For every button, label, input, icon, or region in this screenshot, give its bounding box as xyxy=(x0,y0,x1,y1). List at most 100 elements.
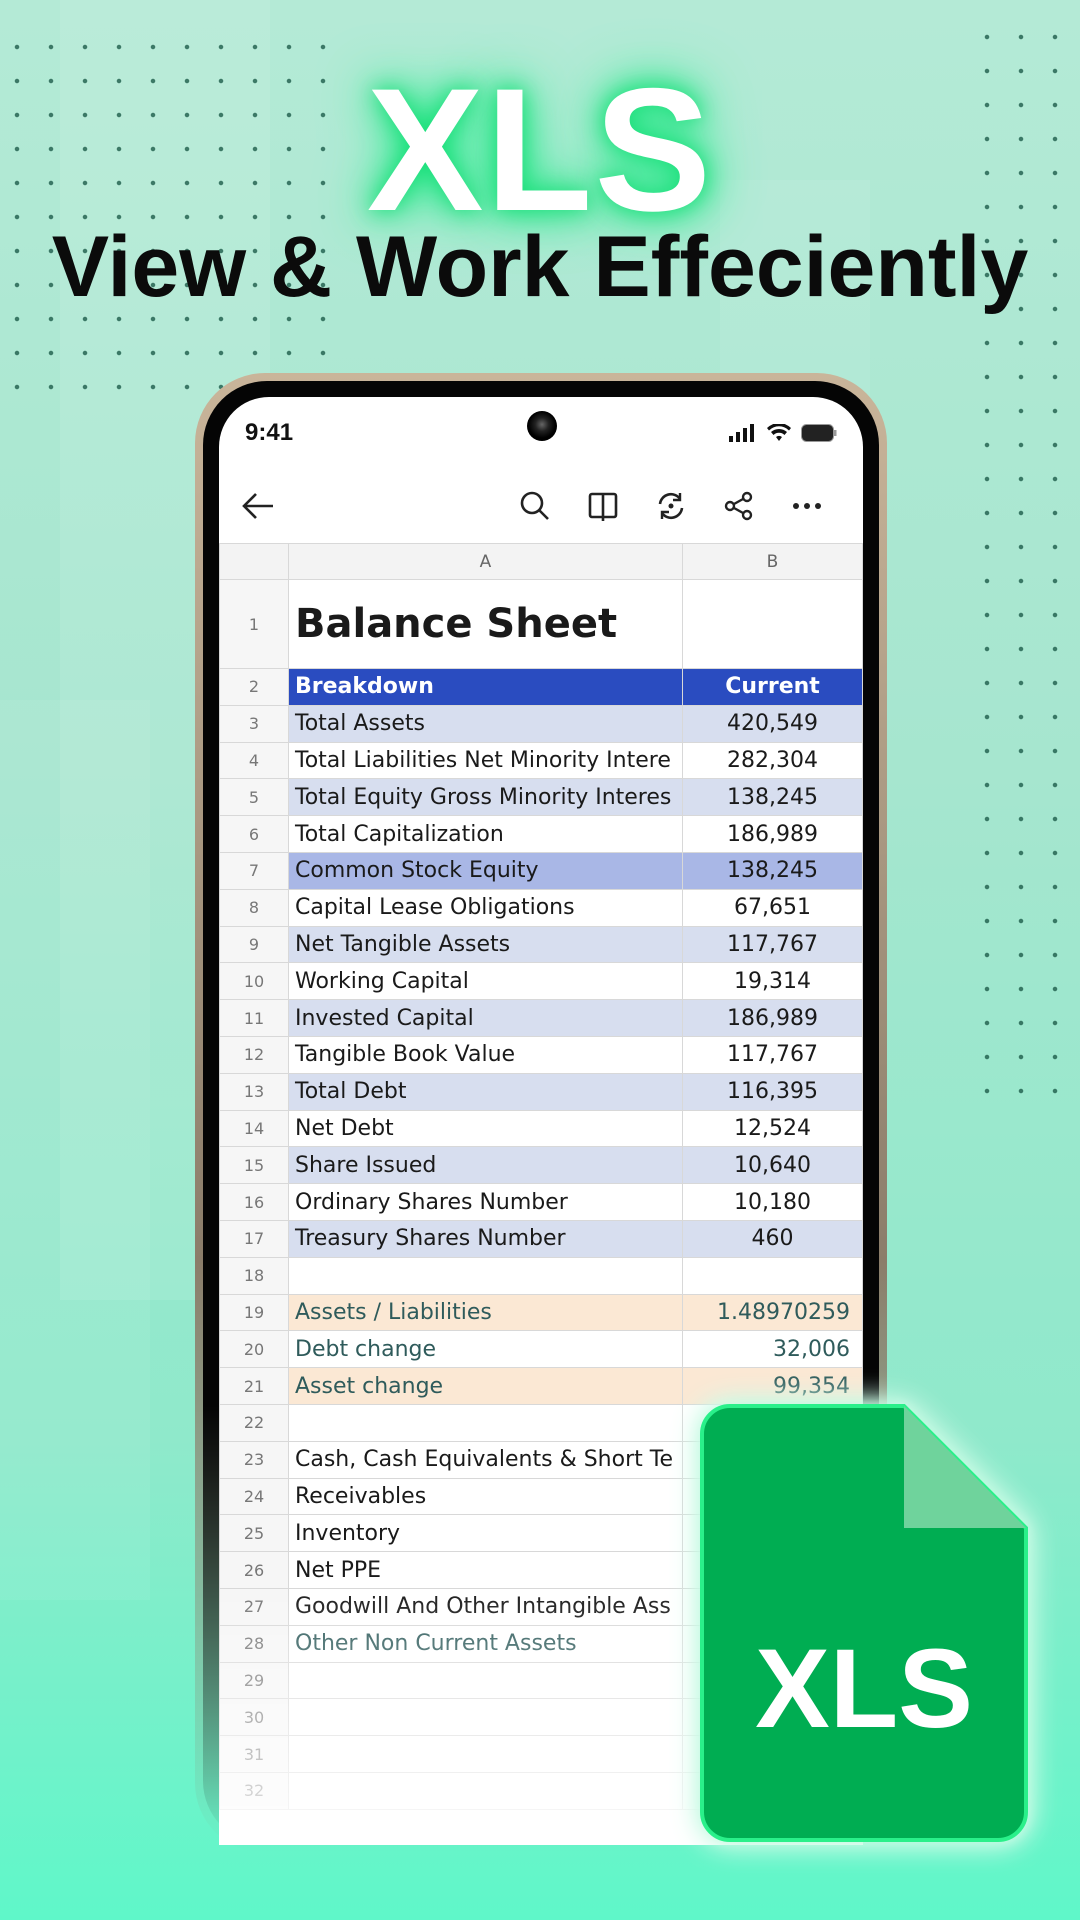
cell-a[interactable]: Receivables xyxy=(288,1477,683,1516)
row-number[interactable]: 14 xyxy=(219,1109,289,1148)
file-badge-label: XLS xyxy=(755,1626,973,1751)
row-number[interactable]: 21 xyxy=(219,1367,289,1405)
cell-b[interactable] xyxy=(682,579,863,669)
cell-b[interactable]: 99,354 xyxy=(682,1367,863,1405)
row-number[interactable]: 6 xyxy=(219,815,289,853)
row-number[interactable]: 8 xyxy=(219,888,289,927)
cell-b[interactable]: 282,304 xyxy=(682,741,863,780)
cell-b[interactable]: 116,395 xyxy=(682,1072,863,1111)
row-number[interactable]: 26 xyxy=(219,1551,289,1589)
cell-b[interactable]: 19,314 xyxy=(682,962,863,1001)
row-number[interactable]: 9 xyxy=(219,925,289,964)
signal-icon xyxy=(729,424,754,442)
cell-a[interactable]: Goodwill And Other Intangible Ass xyxy=(288,1587,683,1626)
row-number[interactable]: 2 xyxy=(219,668,289,706)
cell-a[interactable]: Balance Sheet xyxy=(288,579,683,669)
cell-b[interactable]: 1.48970259 xyxy=(682,1293,863,1332)
row-number[interactable]: 29 xyxy=(219,1661,289,1700)
spreadsheet-grid[interactable]: A B 1 Balance Sheet 2 Breakdown Current 3 Tota… xyxy=(219,543,863,1845)
row-number[interactable]: 27 xyxy=(219,1587,289,1626)
cell-b[interactable]: 10,180 xyxy=(682,1183,863,1221)
rotate-button[interactable] xyxy=(637,482,705,530)
cell-a[interactable]: Net Tangible Assets xyxy=(288,925,683,964)
share-button[interactable] xyxy=(705,482,773,530)
row-number[interactable]: 13 xyxy=(219,1072,289,1111)
row-number[interactable]: 7 xyxy=(219,851,289,890)
cell-b[interactable]: 138,245 xyxy=(682,851,863,890)
cell-a[interactable]: Asset change xyxy=(288,1367,683,1405)
row-number[interactable]: 4 xyxy=(219,741,289,780)
row-number[interactable]: 16 xyxy=(219,1183,289,1221)
row-number[interactable]: 5 xyxy=(219,778,289,817)
cell-a[interactable] xyxy=(288,1256,683,1295)
cell-a[interactable]: Ordinary Shares Number xyxy=(288,1183,683,1221)
cell-b[interactable]: 12,524 xyxy=(682,1109,863,1148)
cell-b[interactable]: 32,006 xyxy=(682,1330,863,1369)
row-number[interactable]: 32 xyxy=(219,1771,289,1810)
back-button[interactable] xyxy=(241,482,309,530)
column-header-b[interactable]: B xyxy=(682,543,863,580)
row-number[interactable]: 10 xyxy=(219,962,289,1001)
cell-a[interactable]: Treasury Shares Number xyxy=(288,1219,683,1258)
cell-b[interactable]: 186,989 xyxy=(682,815,863,853)
search-button[interactable] xyxy=(501,482,569,530)
cell-a[interactable]: Other Non Current Assets xyxy=(288,1624,683,1663)
cell-b[interactable]: 117,767 xyxy=(682,925,863,964)
corner-cell[interactable] xyxy=(219,543,289,580)
row-number[interactable]: 20 xyxy=(219,1330,289,1369)
cell-b[interactable]: 67,651 xyxy=(682,888,863,927)
cell-a[interactable] xyxy=(288,1698,683,1737)
row-number[interactable]: 12 xyxy=(219,1035,289,1074)
row-number[interactable]: 19 xyxy=(219,1293,289,1332)
cell-b[interactable]: Current xyxy=(682,668,863,706)
cell-a[interactable]: Net Debt xyxy=(288,1109,683,1148)
cell-a[interactable]: Cash, Cash Equivalents & Short Te xyxy=(288,1440,683,1479)
cell-a[interactable]: Invested Capital xyxy=(288,999,683,1037)
cell-a[interactable]: Total Capitalization xyxy=(288,815,683,853)
cell-a[interactable]: Total Assets xyxy=(288,704,683,743)
cell-b[interactable]: 420,549 xyxy=(682,704,863,743)
cell-a[interactable]: Assets / Liabilities xyxy=(288,1293,683,1332)
cell-a[interactable]: Tangible Book Value xyxy=(288,1035,683,1074)
row-number[interactable]: 1 xyxy=(219,579,289,669)
cell-a[interactable]: Capital Lease Obligations xyxy=(288,888,683,927)
cell-a[interactable]: Net PPE xyxy=(288,1551,683,1589)
camera-icon xyxy=(527,411,557,441)
cell-b[interactable]: 460 xyxy=(682,1219,863,1258)
cell-a[interactable] xyxy=(288,1771,683,1810)
cell-a[interactable]: Total Equity Gross Minority Interes xyxy=(288,778,683,817)
more-button[interactable] xyxy=(773,482,841,530)
row-number[interactable]: 31 xyxy=(219,1735,289,1773)
row-number[interactable]: 11 xyxy=(219,999,289,1037)
row-number[interactable]: 25 xyxy=(219,1514,289,1553)
cell-a[interactable]: Working Capital xyxy=(288,962,683,1001)
row-number[interactable]: 28 xyxy=(219,1624,289,1663)
row-number[interactable]: 22 xyxy=(219,1403,289,1442)
row-number[interactable]: 15 xyxy=(219,1146,289,1185)
cell-b[interactable]: 186,989 xyxy=(682,999,863,1037)
row-number[interactable]: 17 xyxy=(219,1219,289,1258)
table-row: 1 Balance Sheet xyxy=(219,579,863,669)
row-number[interactable]: 30 xyxy=(219,1698,289,1737)
cell-a[interactable] xyxy=(288,1661,683,1700)
cell-a[interactable] xyxy=(288,1735,683,1773)
table-row: 12 Tangible Book Value 117,767 xyxy=(219,1035,863,1074)
row-number[interactable]: 3 xyxy=(219,704,289,743)
cell-a[interactable]: Debt change xyxy=(288,1330,683,1369)
column-header-a[interactable]: A xyxy=(288,543,683,580)
cell-a[interactable] xyxy=(288,1403,683,1442)
cell-a[interactable]: Share Issued xyxy=(288,1146,683,1185)
cell-a[interactable]: Total Liabilities Net Minority Intere xyxy=(288,741,683,780)
row-number[interactable]: 23 xyxy=(219,1440,289,1479)
cell-a[interactable]: Common Stock Equity xyxy=(288,851,683,890)
cell-b[interactable]: 10,640 xyxy=(682,1146,863,1185)
cell-b[interactable]: 117,767 xyxy=(682,1035,863,1074)
row-number[interactable]: 24 xyxy=(219,1477,289,1516)
book-view-button[interactable] xyxy=(569,482,637,530)
cell-a[interactable]: Total Debt xyxy=(288,1072,683,1111)
row-number[interactable]: 18 xyxy=(219,1256,289,1295)
cell-b[interactable] xyxy=(682,1256,863,1295)
cell-a[interactable]: Inventory xyxy=(288,1514,683,1553)
cell-b[interactable]: 138,245 xyxy=(682,778,863,817)
cell-a[interactable]: Breakdown xyxy=(288,668,683,706)
